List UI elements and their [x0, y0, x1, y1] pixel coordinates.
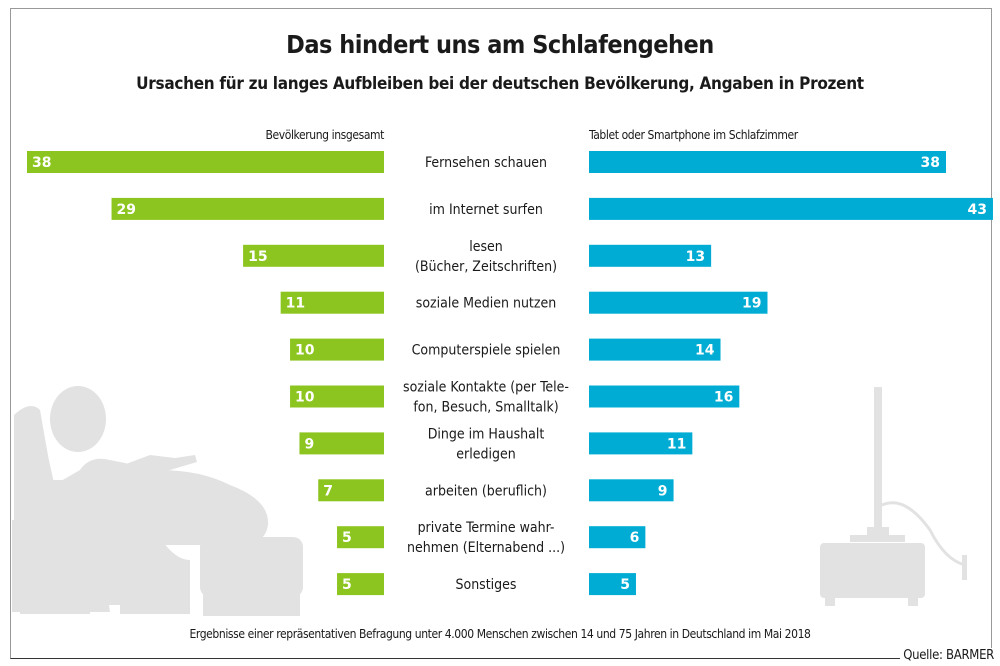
- category-label: fon, Besuch, Smalltalk): [413, 400, 558, 416]
- bar-right: [589, 151, 946, 173]
- bar-right-value: 11: [667, 436, 686, 452]
- category-label: Fernsehen schauen: [425, 155, 547, 171]
- bar-left: [290, 338, 384, 361]
- bar-right: [589, 338, 721, 361]
- bar-right-value: 14: [695, 343, 715, 359]
- bar-left-value: 7: [323, 483, 333, 499]
- bar-left: [318, 479, 384, 502]
- armchair-person-icon: [12, 386, 303, 616]
- category-label: private Termine wahr-: [418, 520, 555, 536]
- legend-right-label: Tablet oder Smartphone im Schlafzimmer: [589, 128, 798, 142]
- footnote: Ergebnisse einer repräsentativen Befragu…: [189, 627, 811, 641]
- bar-right-value: 43: [967, 202, 986, 218]
- bar-right-value: 16: [714, 390, 733, 406]
- category-label: erledigen: [456, 446, 515, 462]
- bar-right: [589, 291, 768, 314]
- category-label: Computerspiele spielen: [412, 343, 561, 359]
- chart-frame: [10, 8, 992, 659]
- bar-right: [589, 385, 740, 408]
- chart-title: Das hindert uns am Schlafengehen: [286, 30, 714, 59]
- bar-right: [589, 197, 993, 220]
- bar-right-value: 6: [630, 530, 640, 546]
- bar-left: [290, 385, 384, 408]
- bar-right-value: 9: [658, 483, 668, 499]
- category-label: arbeiten (beruflich): [425, 483, 547, 499]
- tv-on-stand-icon: [820, 387, 967, 606]
- bar-right: [589, 526, 646, 549]
- category-label: lesen: [469, 239, 503, 255]
- bar-left-value: 29: [117, 202, 136, 218]
- bar-left-value: 10: [295, 390, 315, 406]
- bar-right: [589, 479, 674, 502]
- bar-left-value: 5: [342, 577, 352, 593]
- category-label: nehmen (Elternabend ...): [407, 540, 565, 556]
- bar-right: [589, 432, 693, 455]
- category-label: Dinge im Haushalt: [428, 426, 545, 442]
- category-label: soziale Kontakte (per Tele-: [403, 380, 569, 396]
- bar-left: [337, 573, 384, 596]
- bar-left-value: 38: [32, 155, 51, 171]
- bar-left: [27, 151, 384, 173]
- bar-left-value: 5: [342, 530, 352, 546]
- category-label: (Bücher, Zeitschriften): [415, 259, 557, 275]
- bar-right: [589, 244, 712, 267]
- bar-left-value: 10: [295, 343, 315, 359]
- bar-right-value: 13: [686, 249, 705, 265]
- category-label: soziale Medien nutzen: [416, 296, 556, 312]
- bar-left: [111, 197, 384, 220]
- category-label: im Internet surfen: [429, 202, 543, 218]
- legend-left-label: Bevölkerung insgesamt: [265, 128, 385, 142]
- bar-left-value: 15: [248, 249, 267, 265]
- source-label: Quelle: BARMER: [900, 648, 994, 663]
- bar-left: [337, 526, 384, 549]
- bar-right-value: 38: [921, 155, 940, 171]
- chart-subtitle: Ursachen für zu langes Aufbleiben bei de…: [136, 74, 864, 94]
- category-label: Sonstiges: [456, 577, 517, 593]
- bar-left-value: 9: [304, 436, 314, 452]
- bar-left: [280, 291, 384, 314]
- bar-left-value: 11: [286, 296, 305, 312]
- bar-left: [299, 432, 384, 455]
- bar-left: [243, 244, 384, 267]
- bar-right: [589, 573, 636, 596]
- bar-right-value: 5: [620, 577, 630, 593]
- bar-right-value: 19: [742, 296, 761, 312]
